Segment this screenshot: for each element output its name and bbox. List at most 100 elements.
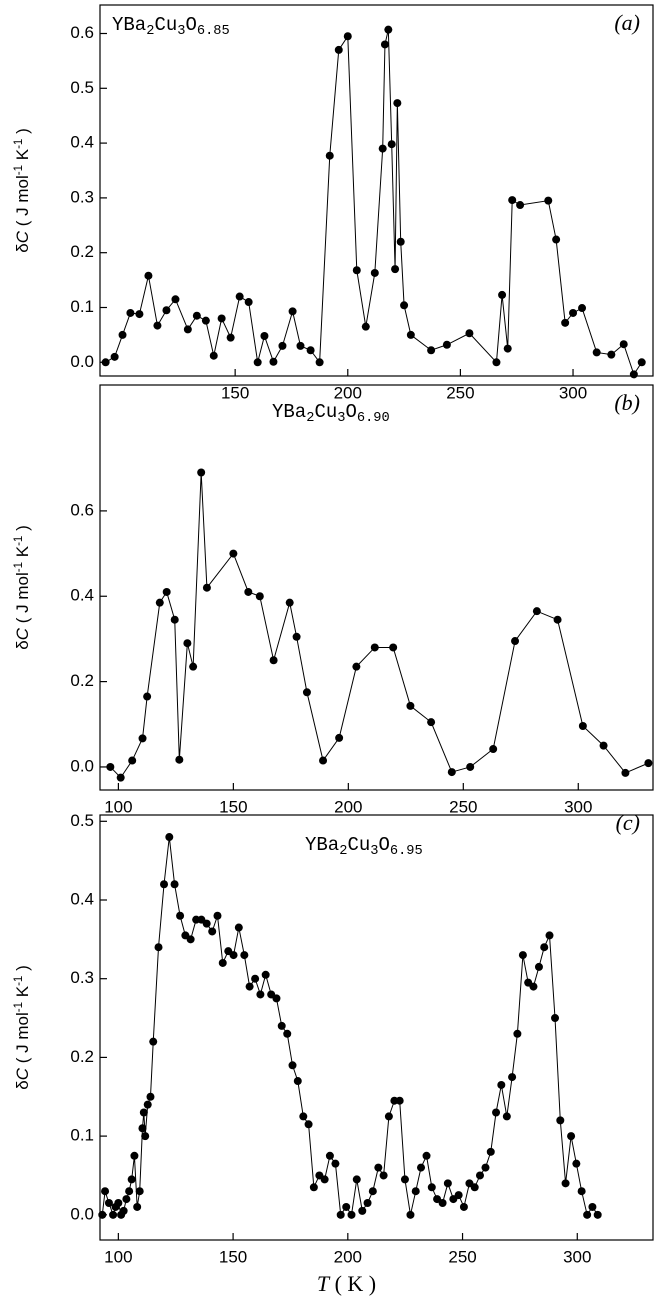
data-point (245, 982, 254, 991)
data-point (213, 911, 222, 920)
text-part: δ (13, 243, 32, 252)
data-point (154, 943, 163, 952)
text-part: 2 (339, 844, 347, 859)
data-point (229, 549, 238, 558)
data-point (406, 330, 415, 339)
data-point (556, 1116, 565, 1125)
data-point (578, 721, 587, 730)
data-point (143, 1100, 152, 1109)
data-point (130, 1151, 139, 1160)
data-point (127, 1175, 136, 1184)
data-point (400, 1175, 409, 1184)
data-point (304, 1120, 313, 1129)
data-point (395, 1096, 404, 1105)
data-point (387, 140, 396, 149)
data-point (101, 1187, 110, 1196)
x-tick-label: 250 (449, 797, 477, 816)
y-tick-label: 0.1 (70, 1126, 94, 1145)
data-point (309, 1183, 318, 1192)
data-point (209, 351, 218, 360)
data-point (361, 322, 370, 331)
x-tick-label: 100 (104, 1247, 132, 1266)
data-point (335, 733, 344, 742)
text-part: O (185, 14, 196, 36)
x-axis-label: T ( K ) (317, 1271, 376, 1296)
panel-label: (c) (616, 810, 640, 835)
text-part: YBa (112, 14, 146, 36)
text-part: 3 (370, 844, 378, 859)
formula-label: YBa2Cu3O6.90 (272, 401, 390, 425)
data-point (400, 301, 409, 310)
data-point (293, 1077, 302, 1086)
data-point (540, 943, 549, 952)
data-point (454, 1191, 463, 1200)
data-point (481, 1163, 490, 1172)
data-point (378, 144, 387, 153)
data-point (104, 1199, 113, 1208)
data-point (144, 271, 153, 280)
x-tick-label: 300 (559, 383, 587, 402)
data-point (126, 308, 135, 317)
data-point (283, 1029, 292, 1038)
data-point (569, 308, 578, 317)
data-point (125, 1187, 134, 1196)
text-part: O (378, 834, 389, 856)
data-point (406, 1210, 415, 1219)
text-part: C (13, 627, 32, 640)
data-point (551, 1014, 560, 1023)
text-part: -1 (13, 562, 25, 572)
data-point (619, 340, 628, 349)
data-point (135, 1187, 144, 1196)
data-point (202, 919, 211, 928)
data-point (544, 196, 553, 205)
data-point (492, 358, 501, 367)
y-tick-label: 0.2 (70, 1047, 94, 1066)
data-point (165, 833, 174, 842)
data-point (118, 330, 127, 339)
y-tick-label: 0.0 (70, 756, 94, 775)
text-part: C (13, 1067, 32, 1080)
data-point (325, 1151, 334, 1160)
data-point (577, 1187, 586, 1196)
data-point (277, 1021, 286, 1030)
data-point (334, 45, 343, 54)
text-part: K (13, 545, 32, 562)
text-part: T (317, 1271, 331, 1296)
x-tick-label: 300 (564, 797, 592, 816)
data-point (186, 935, 195, 944)
text-part: -1 (13, 139, 25, 149)
data-point (218, 958, 227, 967)
data-point (508, 1073, 517, 1082)
data-point (175, 755, 184, 764)
data-point (588, 1202, 597, 1211)
x-tick-label: 300 (563, 1247, 591, 1266)
data-line (105, 29, 643, 376)
data-point (427, 346, 436, 355)
data-point (391, 265, 400, 274)
data-point (342, 1202, 351, 1211)
x-tick-label: 100 (104, 797, 132, 816)
y-tick-label: 0.5 (70, 78, 94, 97)
x-tick-label: 200 (334, 797, 362, 816)
data-point (183, 325, 192, 334)
data-point (138, 734, 147, 743)
data-point (532, 607, 541, 616)
y-tick-label: 0.1 (70, 297, 94, 316)
data-point (389, 643, 398, 652)
data-point (545, 931, 554, 940)
data-point (567, 1132, 576, 1141)
text-part: ( K ) (329, 1271, 376, 1296)
y-tick-label: 0.0 (70, 352, 94, 371)
data-point (379, 1171, 388, 1180)
data-point (438, 1199, 447, 1208)
y-tick-label: 0.4 (70, 133, 94, 152)
data-point (139, 1108, 148, 1117)
data-point (325, 151, 334, 160)
data-point (153, 321, 162, 330)
data-point (229, 951, 238, 960)
data-point (553, 615, 562, 624)
text-part: ( J mol (13, 175, 32, 231)
x-tick-label: 200 (334, 1247, 362, 1266)
data-point (427, 718, 436, 727)
